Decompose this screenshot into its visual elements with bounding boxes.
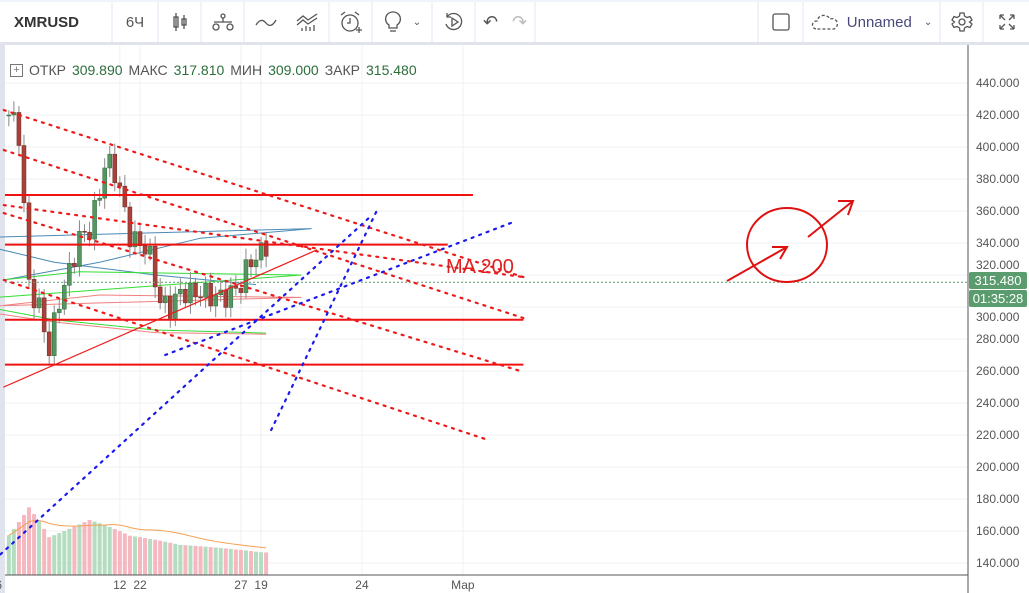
undo-redo-group: ↶ ↷ — [476, 2, 536, 42]
replay-icon — [444, 12, 462, 31]
chart-pane[interactable] — [5, 45, 1029, 593]
compare-button[interactable] — [202, 2, 245, 42]
ideas-icon — [384, 11, 401, 32]
low-label: МИН — [230, 62, 263, 78]
low-value: 309.000 — [268, 62, 319, 78]
close-value: 315.480 — [366, 62, 417, 78]
ohlc-legend: + ОТКР 309.890 МАКС 317.810 МИН 309.000 ЗАК… — [10, 62, 417, 78]
settings-button[interactable] — [941, 2, 984, 42]
fullscreen-icon — [998, 14, 1015, 30]
fullscreen-button[interactable] — [984, 2, 1029, 42]
compare-icon — [211, 13, 234, 31]
replay-button[interactable] — [433, 2, 476, 42]
close-label: ЗАКР — [324, 62, 361, 78]
top-toolbar: XMRUSD 6Ч ⌄ ↶ ↷ Unnamed ⌄ — [0, 0, 1029, 42]
chevron-down-icon: ⌄ — [412, 16, 422, 28]
symbol-label: XMRUSD — [14, 13, 80, 31]
high-label: МАКС — [128, 62, 168, 78]
open-label: ОТКР — [29, 62, 66, 78]
undo-icon[interactable]: ↶ — [482, 11, 499, 32]
indicators-icon[interactable] — [255, 15, 277, 29]
chart-type-button[interactable] — [159, 2, 202, 42]
settings-icon — [950, 12, 973, 32]
redo-icon[interactable]: ↷ — [511, 11, 528, 32]
open-value: 309.890 — [71, 62, 123, 78]
layout-button[interactable]: Unnamed ⌄ — [804, 2, 941, 42]
financials-icon[interactable] — [296, 12, 318, 32]
square-icon — [771, 13, 790, 31]
interval-button[interactable]: 6Ч — [113, 2, 159, 42]
indicators-group — [245, 2, 330, 42]
symbol-button[interactable]: XMRUSD — [0, 2, 113, 42]
alert-button[interactable] — [330, 2, 373, 42]
expand-icon[interactable]: + — [10, 63, 23, 77]
interval-label: 6Ч — [125, 13, 145, 31]
ideas-button[interactable]: ⌄ — [373, 2, 433, 42]
alert-icon — [340, 11, 362, 33]
candles-icon — [172, 13, 187, 31]
chevron-down-icon: ⌄ — [923, 16, 933, 28]
layout-name: Unnamed — [846, 13, 912, 31]
high-value: 317.810 — [173, 62, 225, 78]
time-tick-label: 6 — [0, 578, 2, 592]
cloud-icon — [811, 14, 838, 30]
select-button[interactable] — [759, 2, 804, 42]
